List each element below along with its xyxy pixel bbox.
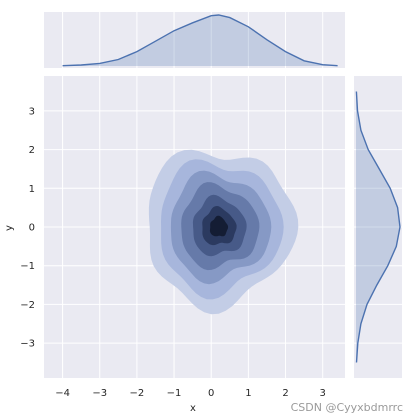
y-tick-labels: −3 −2 −1 0 1 2 3 bbox=[20, 106, 35, 349]
marginal-x-grid bbox=[62, 12, 324, 68]
marginal-x-panel bbox=[44, 12, 345, 68]
x-tick-label: −1 bbox=[167, 388, 182, 399]
x-tick-label: −4 bbox=[55, 388, 70, 399]
joint-kde-contours bbox=[148, 149, 299, 315]
marginal-y-density-fill bbox=[356, 91, 400, 363]
joint-panel bbox=[44, 76, 345, 378]
y-tick-label: −3 bbox=[20, 339, 35, 350]
marginal-x-density-fill bbox=[62, 15, 338, 66]
x-tick-label: 0 bbox=[208, 388, 214, 399]
x-tick-label: 3 bbox=[320, 388, 326, 399]
y-tick-label: 0 bbox=[29, 223, 35, 234]
x-tick-label: −3 bbox=[92, 388, 107, 399]
y-tick-label: 1 bbox=[29, 184, 35, 195]
kde-contour-level-7 bbox=[209, 215, 229, 237]
y-tick-label: −1 bbox=[20, 261, 35, 272]
marginal-y-panel bbox=[354, 76, 402, 378]
y-tick-label: 3 bbox=[29, 106, 35, 117]
x-axis-label: x bbox=[190, 403, 196, 414]
x-tick-label: 1 bbox=[245, 388, 251, 399]
marginal-y-grid bbox=[354, 110, 402, 344]
y-axis-label: y bbox=[4, 225, 15, 231]
y-tick-label: 2 bbox=[29, 145, 35, 156]
x-tick-label: 2 bbox=[282, 388, 288, 399]
marginal-x-density-line bbox=[62, 14, 338, 67]
marginal-y-density-line bbox=[355, 91, 401, 363]
watermark: CSDN @Cyyxbdmrrc bbox=[290, 401, 403, 414]
x-tick-labels: −4 −3 −2 −1 0 1 2 3 bbox=[55, 388, 326, 399]
x-tick-label: −2 bbox=[130, 388, 145, 399]
y-tick-label: −2 bbox=[20, 300, 35, 311]
